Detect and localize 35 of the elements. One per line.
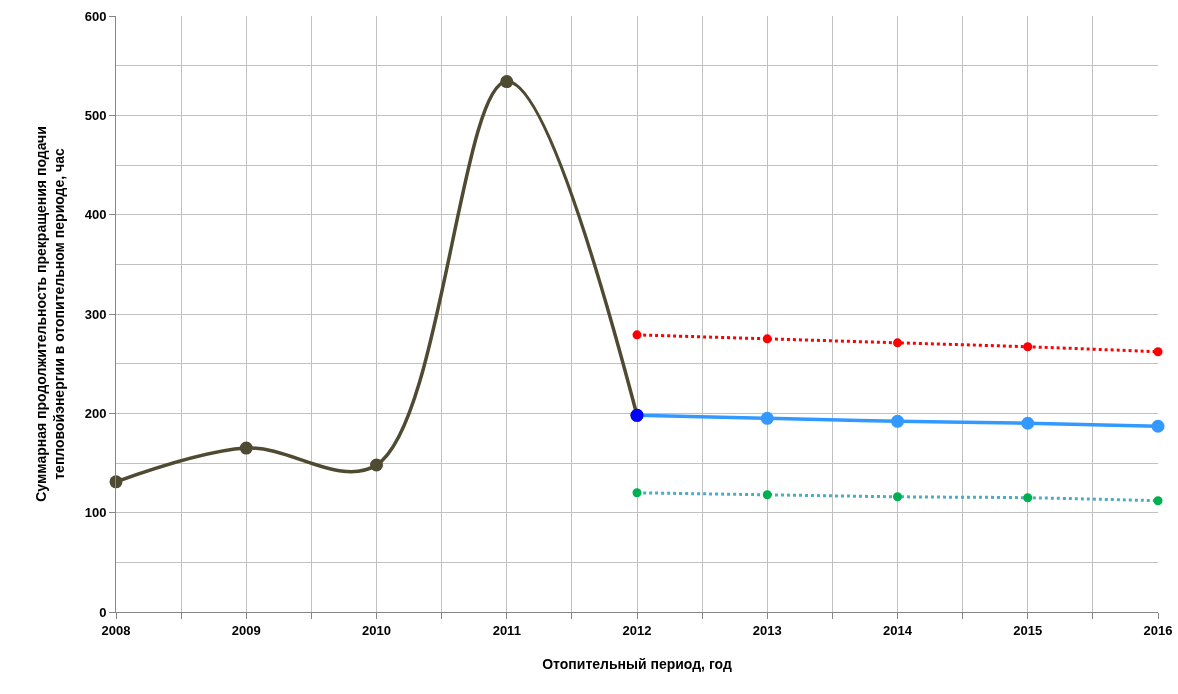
point — [1153, 347, 1163, 357]
y-tick-label: 300 — [84, 306, 107, 322]
x-tick-label: 2012 — [622, 622, 652, 638]
y-tick-label: 600 — [84, 8, 107, 24]
point — [1153, 496, 1163, 506]
point — [893, 338, 902, 348]
point — [239, 441, 253, 455]
x-tick-label: 2015 — [1013, 622, 1043, 638]
y-tick-label: 200 — [84, 405, 107, 421]
x-tick-label: 2010 — [362, 622, 391, 638]
x-tick-label: 2016 — [1143, 622, 1173, 638]
y-tick-label: 500 — [84, 107, 107, 123]
point — [1023, 493, 1033, 503]
x-tick-label: 2011 — [492, 622, 521, 638]
point — [1021, 416, 1035, 430]
x-tick-label: 2013 — [752, 622, 782, 638]
x-tick-label: 2014 — [883, 622, 913, 638]
point — [760, 411, 774, 425]
point — [762, 490, 772, 500]
point — [1151, 419, 1165, 433]
y-tick-label: 0 — [99, 604, 107, 620]
x-axis-title: Отопительный период, год — [542, 655, 732, 672]
point — [500, 75, 514, 89]
point — [1023, 342, 1033, 352]
point — [632, 488, 642, 498]
point — [632, 330, 642, 340]
point — [762, 334, 772, 344]
x-tick-label: 2008 — [101, 622, 131, 638]
y-axis-title: Суммарная продолжительность прекращения подачи тепловойэнергии в отопительном периоде, час — [33, 126, 68, 502]
point — [370, 458, 383, 472]
point — [893, 492, 902, 502]
point — [891, 414, 904, 428]
x-tick-label: 2009 — [231, 622, 261, 638]
y-tick-label: 400 — [84, 207, 107, 223]
y-tick-label: 100 — [84, 505, 107, 521]
